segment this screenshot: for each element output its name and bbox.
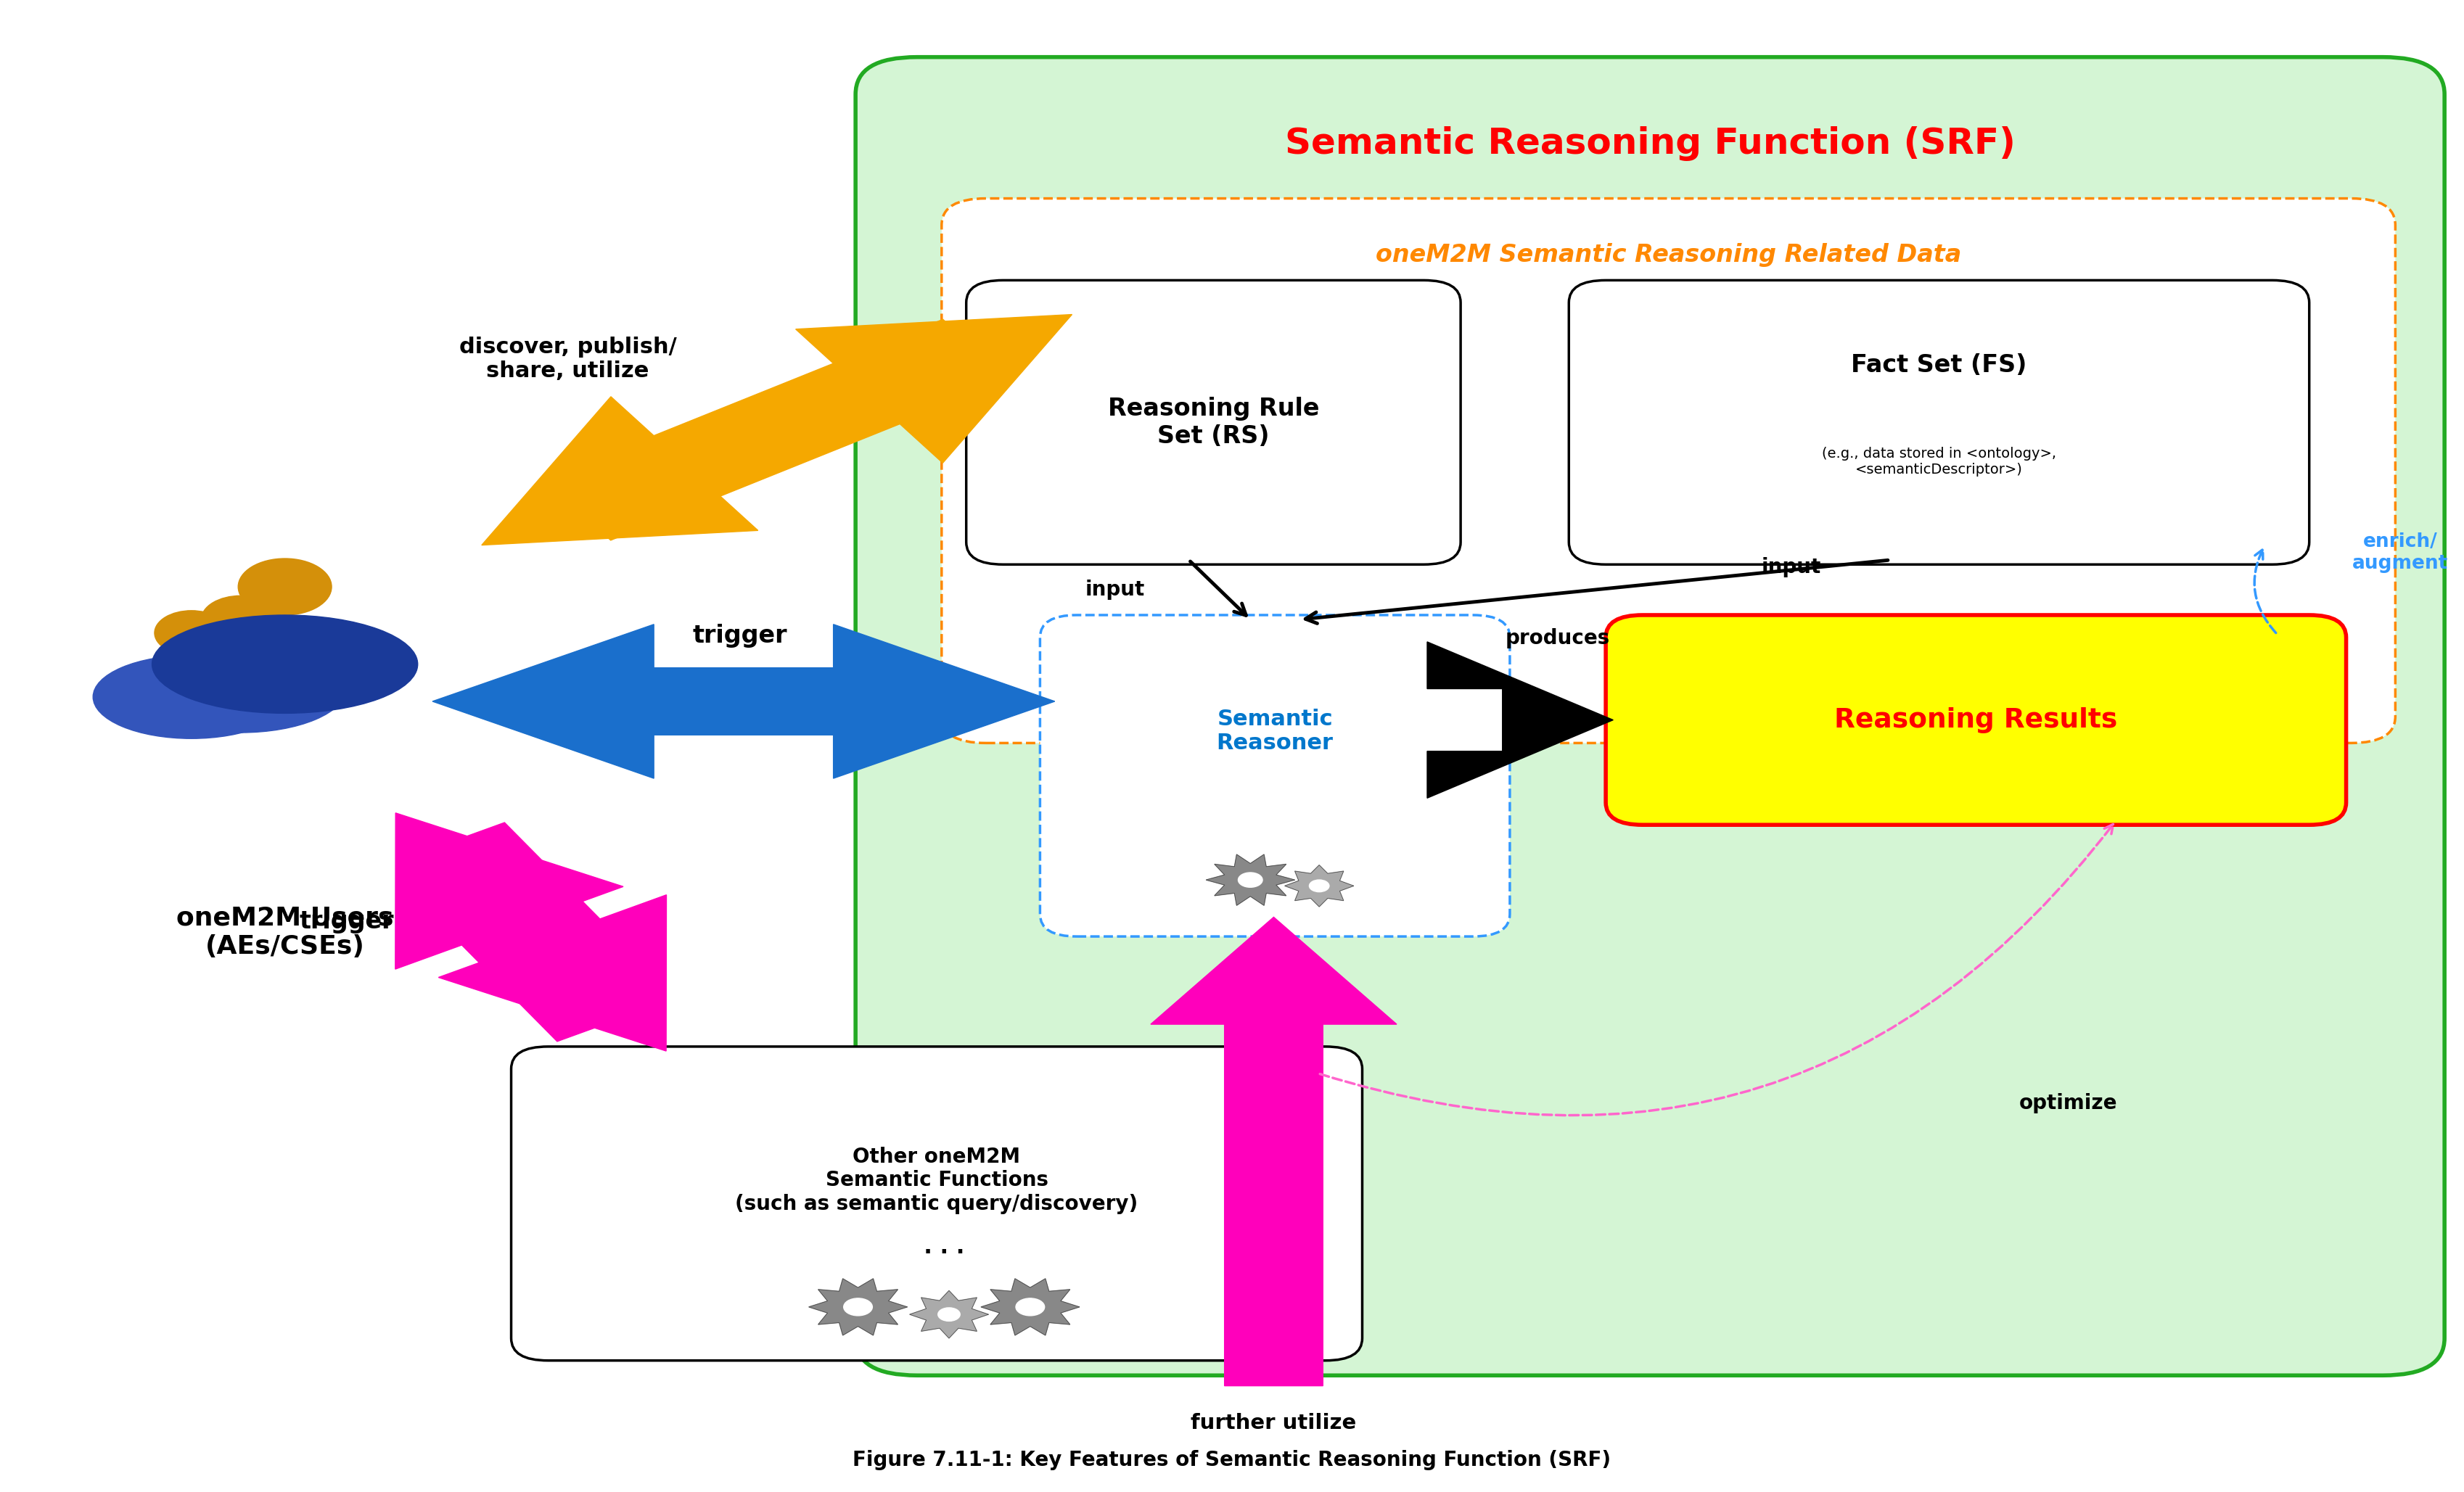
- Polygon shape: [808, 1279, 907, 1335]
- Polygon shape: [1284, 865, 1353, 907]
- Text: trigger: trigger: [692, 624, 788, 648]
- FancyArrow shape: [394, 813, 653, 1041]
- Text: Reasoning Rule
Set (RS): Reasoning Rule Set (RS): [1109, 397, 1318, 448]
- Text: trigger: trigger: [298, 910, 394, 934]
- Circle shape: [1308, 880, 1328, 892]
- Text: produces: produces: [1506, 628, 1609, 649]
- Circle shape: [239, 558, 333, 615]
- Text: discover, publish/
share, utilize: discover, publish/ share, utilize: [458, 336, 678, 382]
- Ellipse shape: [94, 655, 291, 739]
- Polygon shape: [909, 1291, 988, 1338]
- Text: optimize: optimize: [2018, 1094, 2117, 1113]
- FancyBboxPatch shape: [1040, 615, 1510, 937]
- Circle shape: [1237, 873, 1262, 888]
- Circle shape: [202, 595, 281, 643]
- FancyArrow shape: [1151, 918, 1397, 1386]
- Polygon shape: [1205, 855, 1294, 906]
- Text: Semantic Reasoning Function (SRF): Semantic Reasoning Function (SRF): [1284, 125, 2016, 161]
- FancyArrow shape: [480, 319, 1005, 545]
- FancyBboxPatch shape: [855, 57, 2444, 1376]
- Text: Other oneM2M
Semantic Functions
(such as semantic query/discovery): Other oneM2M Semantic Functions (such as…: [734, 1147, 1138, 1214]
- FancyArrow shape: [1427, 642, 1614, 798]
- FancyBboxPatch shape: [1570, 280, 2309, 564]
- Text: (e.g., data stored in <ontology>,
<semanticDescriptor>): (e.g., data stored in <ontology>, <seman…: [1821, 446, 2057, 476]
- Circle shape: [155, 610, 229, 655]
- Text: Fact Set (FS): Fact Set (FS): [1850, 354, 2028, 377]
- FancyArrow shape: [530, 624, 1055, 779]
- Ellipse shape: [153, 615, 419, 713]
- Text: input: input: [1762, 558, 1821, 577]
- Text: oneM2M Semantic Reasoning Related Data: oneM2M Semantic Reasoning Related Data: [1375, 243, 1961, 267]
- Circle shape: [939, 1307, 961, 1320]
- FancyBboxPatch shape: [510, 1046, 1363, 1361]
- FancyArrow shape: [549, 315, 1072, 540]
- Polygon shape: [981, 1279, 1079, 1335]
- Text: further utilize: further utilize: [1190, 1413, 1358, 1434]
- Circle shape: [1015, 1298, 1045, 1316]
- Text: Reasoning Results: Reasoning Results: [1833, 707, 2117, 733]
- FancyBboxPatch shape: [941, 198, 2395, 743]
- Ellipse shape: [136, 643, 347, 733]
- Circle shape: [843, 1298, 872, 1316]
- Text: input: input: [1084, 579, 1146, 600]
- Text: Figure 7.11-1: Key Features of Semantic Reasoning Function (SRF): Figure 7.11-1: Key Features of Semantic …: [853, 1450, 1611, 1471]
- Text: enrich/
augment: enrich/ augment: [2353, 533, 2449, 573]
- FancyBboxPatch shape: [966, 280, 1461, 564]
- Text: oneM2M Users
(AEs/CSEs): oneM2M Users (AEs/CSEs): [177, 906, 394, 959]
- Text: Semantic
Reasoner: Semantic Reasoner: [1217, 709, 1333, 753]
- FancyArrow shape: [434, 624, 956, 779]
- FancyBboxPatch shape: [1607, 615, 2346, 825]
- FancyArrow shape: [409, 822, 665, 1050]
- Text: . . .: . . .: [909, 1237, 966, 1258]
